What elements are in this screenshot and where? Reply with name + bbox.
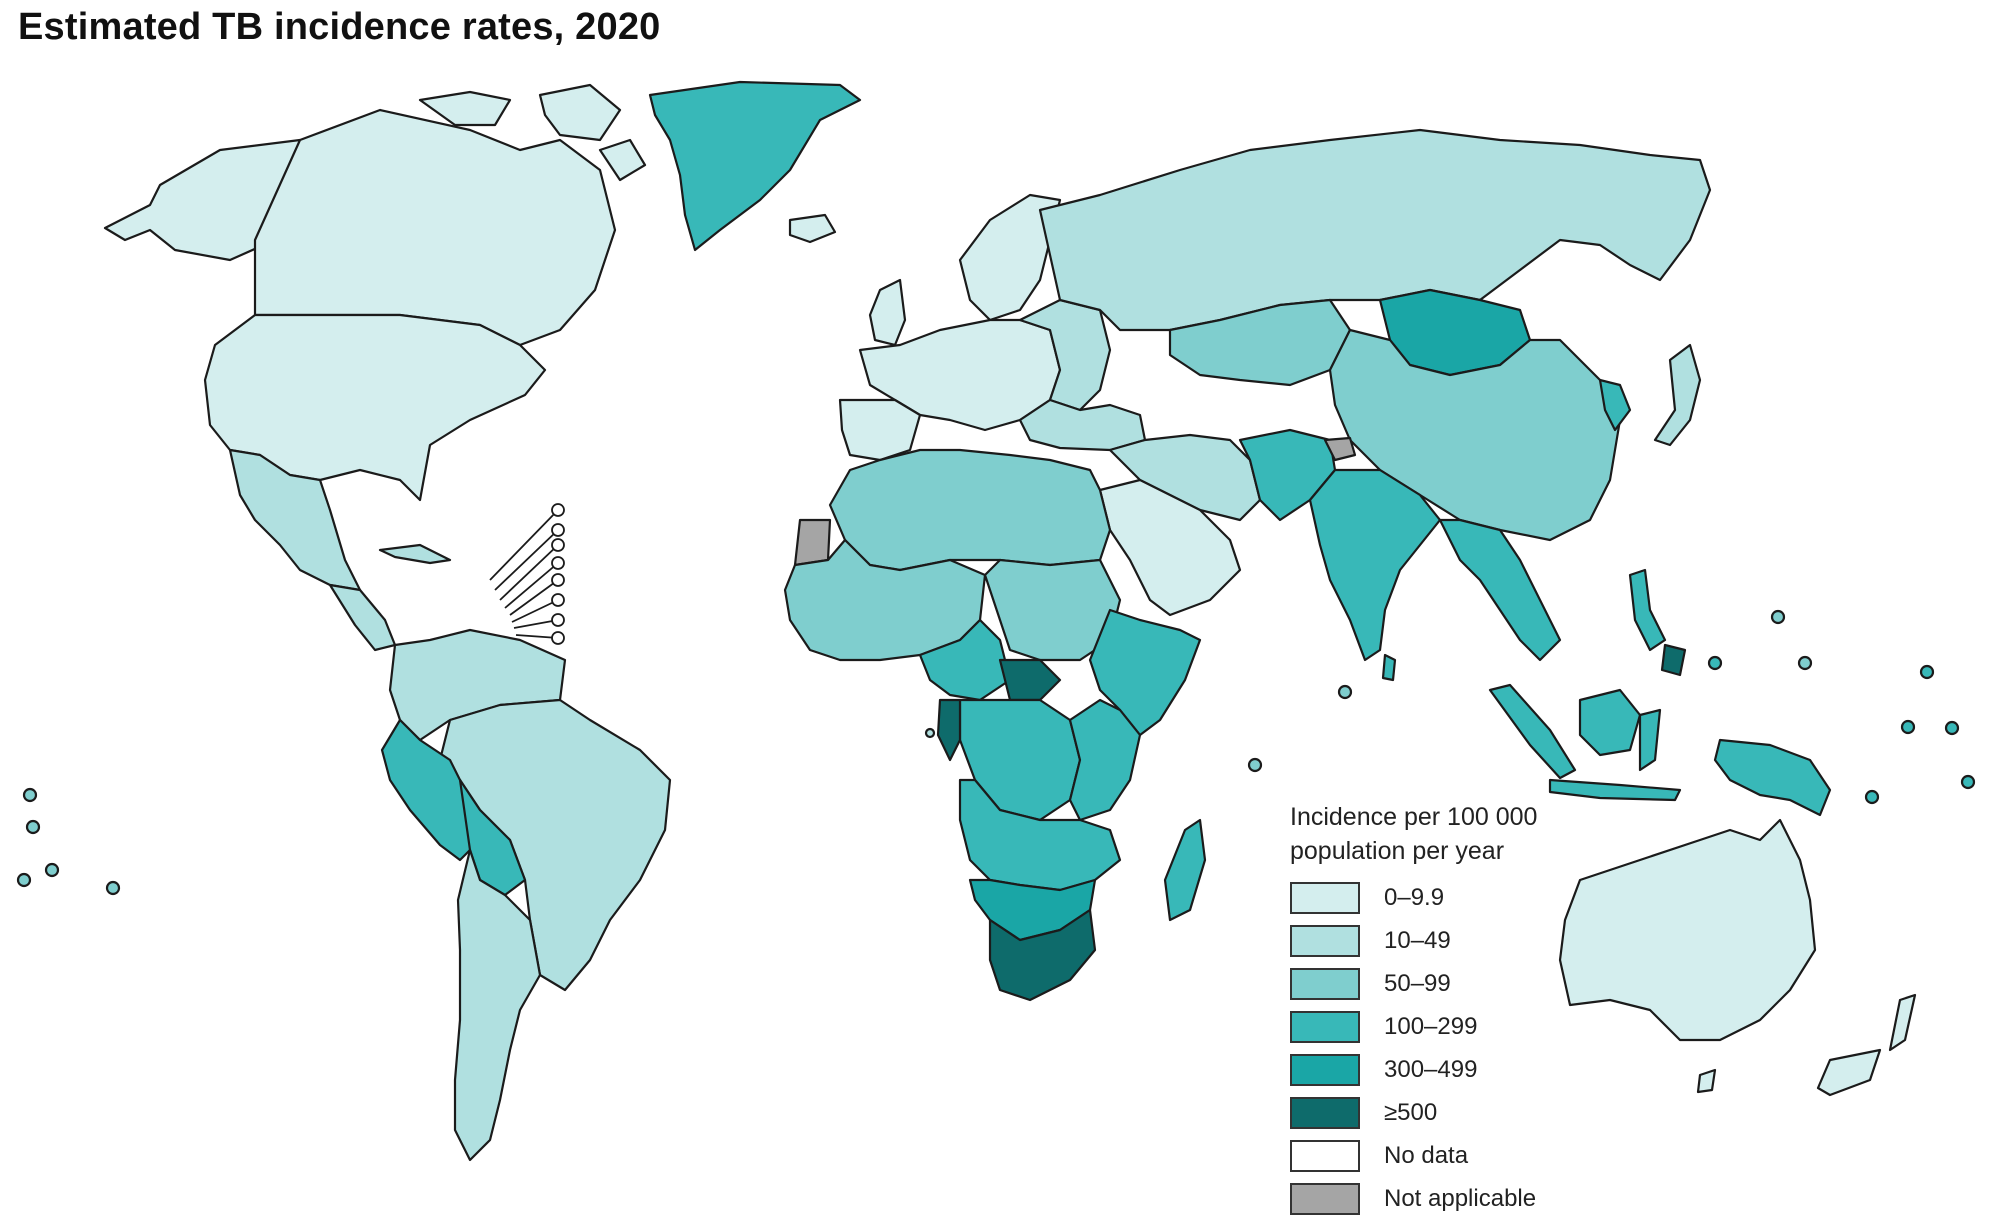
region-india[interactable]: [1308, 468, 1442, 662]
region-greenland[interactable]: [648, 80, 862, 252]
legend-item: No data: [1290, 1134, 1670, 1177]
legend-item: 50–99: [1290, 962, 1670, 1005]
region-russia[interactable]: [1038, 128, 1712, 332]
legend-swatch: [1290, 1053, 1360, 1086]
region-madagascar[interactable]: [1163, 818, 1207, 922]
island-marker[interactable]: [1797, 655, 1813, 671]
region-horn-of-africa[interactable]: [1088, 608, 1202, 737]
region-iceland[interactable]: [788, 213, 837, 244]
map-legend: Incidence per 100 000 population per yea…: [1290, 800, 1670, 1220]
island-marker[interactable]: [25, 819, 41, 835]
legend-title-line2: population per year: [1290, 837, 1505, 865]
legend-label: 50–99: [1384, 969, 1451, 997]
region-western-sahara-na[interactable]: [793, 518, 832, 567]
legend-label: ≥500: [1384, 1098, 1438, 1126]
caribbean-marker[interactable]: [551, 523, 565, 537]
legend-items: 0–9.9 10–49 50–99 100–299 300–499 ≥500 N…: [1290, 876, 1670, 1220]
region-arabia[interactable]: [1098, 478, 1242, 617]
legend-swatch: [1290, 1182, 1360, 1215]
region-south-africa[interactable]: [988, 908, 1097, 1002]
caribbean-callouts: [489, 503, 565, 645]
legend-swatch: [1290, 967, 1360, 1000]
region-japan[interactable]: [1653, 343, 1702, 447]
island-marker[interactable]: [22, 787, 38, 803]
legend-swatch: [1290, 924, 1360, 957]
caribbean-marker[interactable]: [551, 593, 565, 607]
island-marker[interactable]: [1960, 774, 1976, 790]
legend-label: No data: [1384, 1141, 1469, 1169]
region-sumatra[interactable]: [1488, 683, 1577, 780]
region-new-zealand[interactable]: [1816, 993, 1917, 1097]
region-usa[interactable]: [203, 313, 547, 502]
region-argentina-chile[interactable]: [453, 848, 542, 1162]
region-philippines[interactable]: [1628, 568, 1667, 652]
island-marker[interactable]: [1707, 655, 1723, 671]
island-marker[interactable]: [1247, 757, 1263, 773]
island-marker[interactable]: [1944, 720, 1960, 736]
region-scandinavia[interactable]: [958, 193, 1062, 322]
region-uk[interactable]: [868, 278, 907, 347]
island-marker[interactable]: [1770, 609, 1786, 625]
legend-item: 0–9.9: [1290, 876, 1670, 919]
region-australia[interactable]: [1558, 818, 1817, 1042]
island-marker[interactable]: [16, 872, 32, 888]
legend-item: 100–299: [1290, 1005, 1670, 1048]
region-central-african-rep[interactable]: [998, 658, 1062, 702]
legend-label: 0–9.9: [1384, 883, 1445, 911]
island-marker[interactable]: [924, 727, 936, 739]
caribbean-marker[interactable]: [551, 556, 565, 570]
legend-label: 10–49: [1384, 926, 1451, 954]
legend-swatch: [1290, 1010, 1360, 1043]
island-marker[interactable]: [1337, 684, 1353, 700]
region-sri-lanka[interactable]: [1381, 653, 1397, 682]
caribbean-marker[interactable]: [551, 573, 565, 587]
region-central-america[interactable]: [328, 583, 397, 652]
legend-item: 10–49: [1290, 919, 1670, 962]
small-island-markers: [16, 609, 1976, 896]
region-philippines-south[interactable]: [1660, 643, 1687, 677]
region-iberia[interactable]: [838, 398, 922, 462]
legend-item: 300–499: [1290, 1048, 1670, 1091]
legend-item: ≥500: [1290, 1091, 1670, 1134]
legend-label: Not applicable: [1384, 1184, 1537, 1212]
legend-title-line1: Incidence per 100 000: [1290, 803, 1538, 831]
legend-label: 300–499: [1384, 1055, 1478, 1083]
region-canada-arctic-islands[interactable]: [418, 83, 647, 182]
island-marker[interactable]: [1864, 789, 1880, 805]
region-borneo[interactable]: [1578, 688, 1642, 757]
region-tasmania[interactable]: [1696, 1068, 1717, 1094]
legend-label: 100–299: [1384, 1012, 1478, 1040]
caribbean-marker[interactable]: [551, 503, 565, 517]
region-east-africa[interactable]: [1068, 698, 1142, 822]
island-marker[interactable]: [1900, 719, 1916, 735]
map-title: Estimated TB incidence rates, 2020: [18, 6, 661, 48]
legend-swatch: [1290, 1139, 1360, 1172]
region-gabon-angola-coast[interactable]: [936, 698, 962, 762]
region-kashmir-na[interactable]: [1323, 436, 1357, 462]
island-marker[interactable]: [105, 880, 121, 896]
legend-item: Not applicable: [1290, 1177, 1670, 1220]
region-cuba[interactable]: [378, 543, 452, 565]
region-southeast-asia[interactable]: [1438, 518, 1562, 662]
region-southern-central-africa[interactable]: [958, 778, 1122, 892]
region-balkans-turkey[interactable]: [1018, 398, 1147, 452]
legend-swatch: [1290, 881, 1360, 914]
island-marker[interactable]: [44, 862, 60, 878]
region-korea[interactable]: [1598, 378, 1632, 432]
region-canada[interactable]: [253, 108, 617, 347]
caribbean-marker[interactable]: [551, 538, 565, 552]
legend-swatch: [1290, 1096, 1360, 1129]
region-papua[interactable]: [1713, 738, 1832, 817]
caribbean-marker[interactable]: [551, 613, 565, 627]
region-north-africa[interactable]: [828, 448, 1112, 572]
caribbean-marker[interactable]: [551, 631, 565, 645]
island-marker[interactable]: [1919, 664, 1935, 680]
region-sulawesi-java[interactable]: [1548, 708, 1682, 802]
